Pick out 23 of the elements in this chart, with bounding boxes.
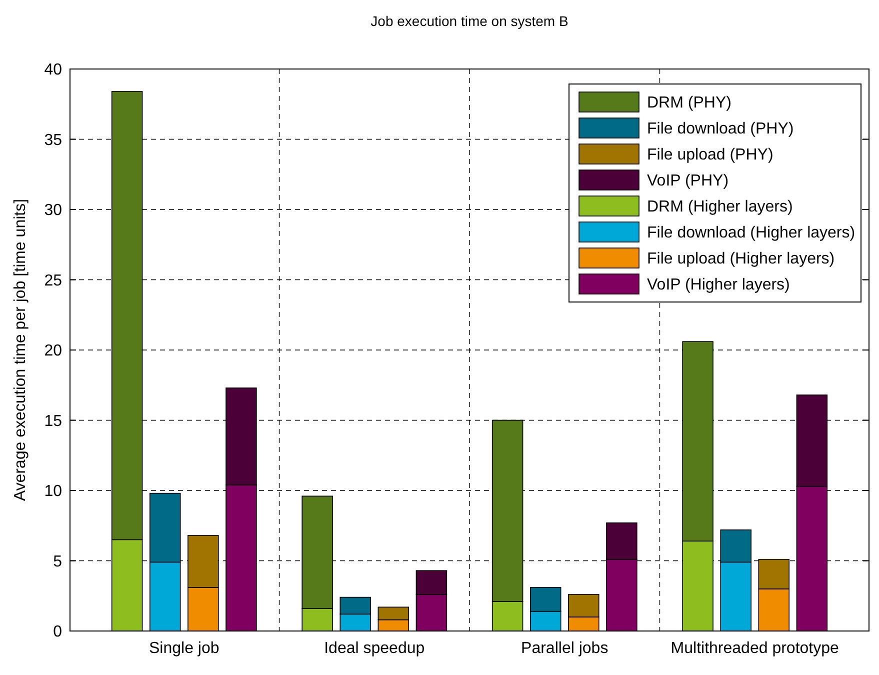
legend-label: File download (PHY) [647, 120, 794, 138]
text: Single job [149, 640, 220, 657]
y-axis-title: Average execution time per job [time units] [12, 198, 29, 502]
y-tick-label: 10 [44, 483, 62, 500]
y-tick-label: 20 [44, 342, 62, 360]
text: Ideal speedup [324, 640, 425, 657]
legend-label: DRM (Higher layers) [647, 198, 793, 216]
legend-label: File download (Higher layers) [647, 224, 856, 242]
legend-label: File upload (PHY) [647, 146, 774, 164]
legend-label: VoIP (PHY) [647, 172, 729, 190]
y-tick-label: 30 [44, 202, 62, 220]
text: Multithreaded prototype [670, 640, 840, 657]
y-tick-label: 25 [44, 272, 62, 290]
legend-label: VoIP (Higher layers) [647, 276, 790, 294]
legend-label: DRM (PHY) [647, 94, 732, 112]
chart-title: Job execution time on system B [370, 13, 568, 29]
legend-label: File upload (Higher layers) [647, 250, 835, 268]
text: Parallel jobs [521, 640, 608, 657]
y-tick-label: 35 [44, 132, 62, 149]
y-tick-label: 0 [53, 624, 62, 641]
y-tick-label: 15 [44, 412, 62, 430]
y-tick-label: 40 [44, 62, 62, 79]
y-tick-label: 5 [53, 553, 62, 570]
